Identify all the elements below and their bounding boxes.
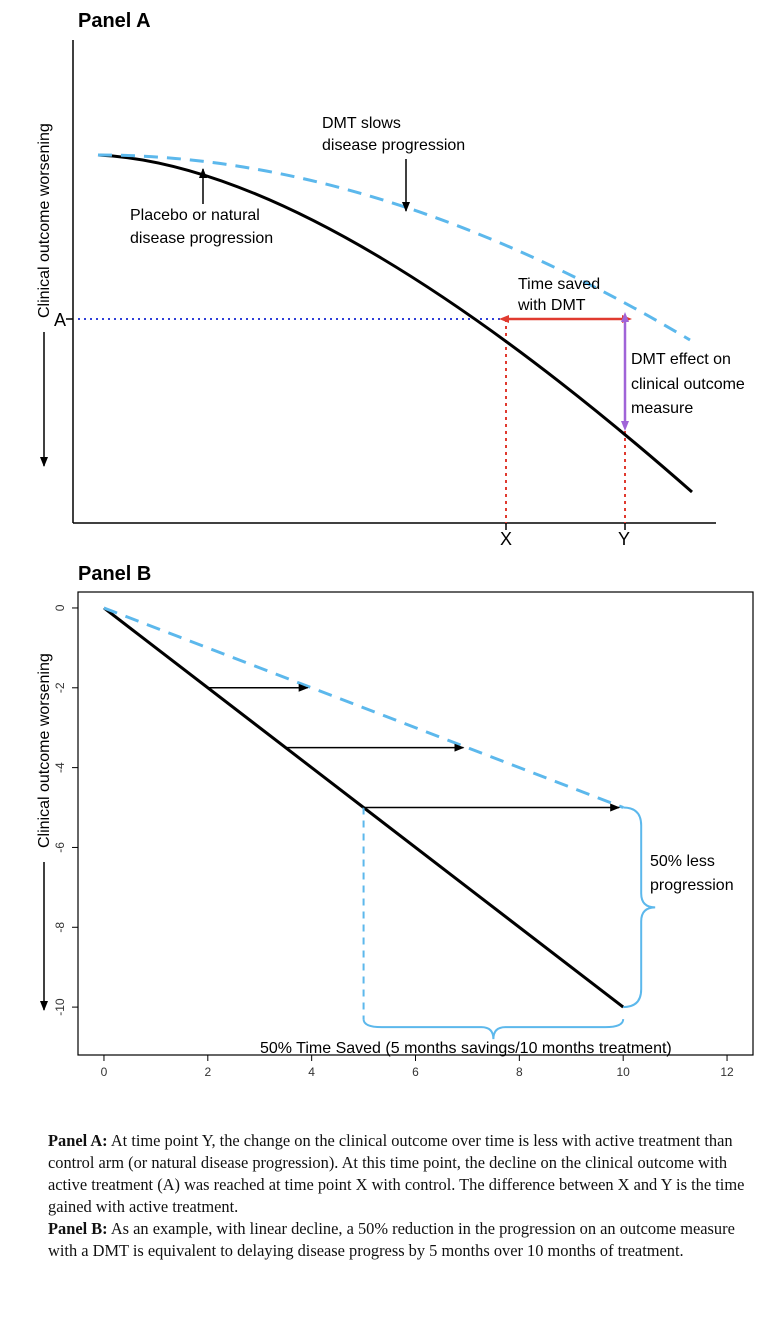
panel-a-placebo-label-1: Placebo or natural (130, 207, 260, 224)
caption-panel-a-label: Panel A: (48, 1131, 108, 1150)
caption-panel-b-label: Panel B: (48, 1219, 108, 1238)
panel-a-effect-label-3: measure (631, 400, 693, 417)
panel-a-dmt-label-1: DMT slows (322, 115, 401, 132)
panel-b-y-tick-label: -4 (53, 762, 67, 773)
panel-b-x-tick-label: 2 (204, 1065, 211, 1079)
panel-a-placebo-curve (97, 153, 693, 494)
panel-b-y-ticks: 0 -2 -4 -6 -8 -10 (53, 604, 78, 1016)
panel-b-less-progression-2: progression (650, 877, 734, 894)
panel-b-dmt-line (103, 606, 624, 809)
panel-b-y-tick-label: -10 (53, 998, 67, 1016)
panel-a-ylabel: Clinical outcome worsening (36, 123, 53, 318)
panel-b-x-tick-label: 0 (101, 1065, 108, 1079)
panel-a-time-saved-label-2: with DMT (517, 297, 586, 314)
panel-a-effect-label-1: DMT effect on (631, 351, 731, 368)
panel-b-x-ticks: 0 2 4 6 8 10 12 (101, 1055, 734, 1079)
caption-panel-a-text: At time point Y, the change on the clini… (48, 1131, 745, 1216)
panel-b-y-tick-label: -6 (53, 842, 67, 853)
panel-a-dmt-curve (97, 153, 691, 342)
panel-b-x-tick-label: 6 (412, 1065, 419, 1079)
panel-a-level-label: A (54, 310, 66, 330)
caption-panel-a: Panel A: At time point Y, the change on … (48, 1130, 748, 1218)
panel-b-x-tick-label: 8 (516, 1065, 523, 1079)
panel-b-time-brace (362, 1018, 625, 1040)
panel-b: Panel B Clinical outcome worsening 0 2 4 6 8… (36, 563, 754, 1079)
panel-b-progression-brace (623, 806, 656, 1009)
panel-b-plot-frame (77, 591, 754, 1056)
panel-b-x-tick-label: 4 (308, 1065, 315, 1079)
panel-a-y-label: Y (618, 529, 630, 549)
panel-a-effect-label-2: clinical outcome (631, 376, 745, 393)
panel-a-placebo-label-2: disease progression (130, 230, 273, 247)
panel-b-time-saved-label: 50% Time Saved (5 months savings/10 mont… (260, 1040, 672, 1057)
panel-a: Panel A Clinical outcome worsening DMT s… (36, 10, 745, 549)
panel-a-title: Panel A (78, 10, 151, 32)
panel-b-x-tick-label: 12 (720, 1065, 734, 1079)
panel-b-y-tick-label: -8 (53, 922, 67, 933)
panel-b-ylabel: Clinical outcome worsening (36, 653, 53, 848)
panel-a-dmt-label-2: disease progression (322, 137, 465, 154)
figure-svg: Panel A Clinical outcome worsening DMT s… (36, 10, 754, 1079)
panel-b-x-tick-label: 10 (617, 1065, 631, 1079)
panel-a-time-saved-label-1: Time saved (518, 276, 600, 293)
figure-caption: Panel A: At time point Y, the change on … (48, 1130, 748, 1262)
caption-panel-b-text: As an example, with linear decline, a 50… (48, 1219, 735, 1260)
panel-b-y-tick-label: -2 (53, 682, 67, 693)
panel-a-x-label: X (500, 529, 512, 549)
panel-b-y-tick-label: 0 (53, 604, 67, 611)
panel-b-title: Panel B (78, 563, 151, 585)
caption-panel-b: Panel B: As an example, with linear decl… (48, 1218, 748, 1262)
panel-b-less-progression-1: 50% less (650, 853, 715, 870)
